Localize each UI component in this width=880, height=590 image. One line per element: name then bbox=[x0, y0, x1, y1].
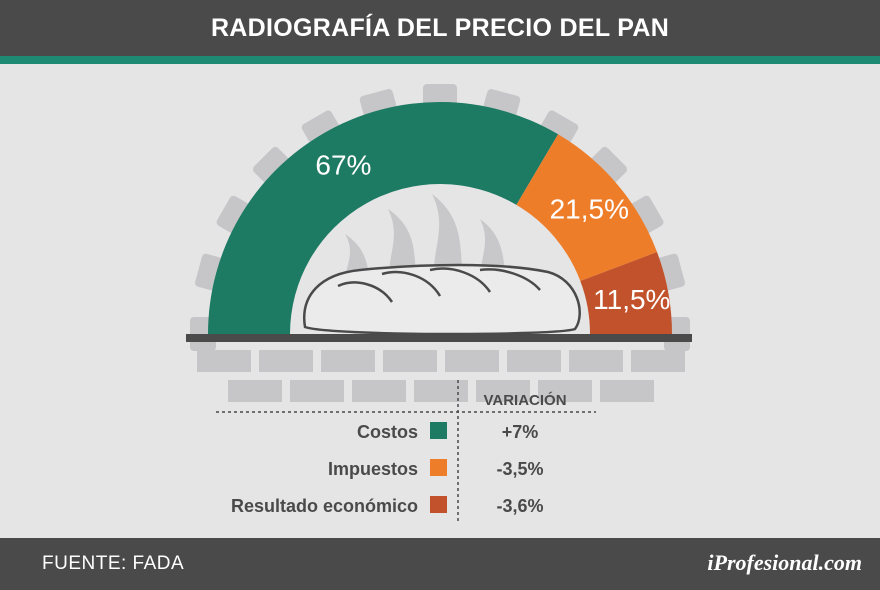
oven-brick bbox=[352, 380, 406, 402]
oven-brick bbox=[252, 146, 292, 186]
pie-slice-0 bbox=[208, 102, 559, 335]
header-accent-stripe bbox=[0, 56, 880, 64]
legend-variation-0: +7% bbox=[502, 422, 539, 442]
oven-brick bbox=[197, 350, 251, 372]
legend-label-0: Costos bbox=[357, 422, 418, 442]
oven-brick bbox=[631, 350, 685, 372]
header-bar: RADIOGRAFÍA DEL PRECIO DEL PAN bbox=[0, 0, 880, 56]
oven-brick bbox=[507, 350, 561, 372]
legend-swatch-2 bbox=[430, 496, 447, 513]
oven-brick bbox=[569, 350, 623, 372]
footer-bar: FUENTE: FADA iProfesional.com bbox=[0, 538, 880, 590]
legend-header: VARIACIÓN bbox=[483, 391, 566, 409]
oven-brick bbox=[383, 350, 437, 372]
oven-brick bbox=[588, 146, 628, 186]
oven-brick bbox=[414, 380, 468, 402]
slice-label-2: 11,5% bbox=[593, 284, 670, 315]
slice-labels: 67% 21,5% 11,5% bbox=[315, 150, 670, 315]
bread-price-chart: 67% 21,5% 11,5% VARIACIÓN Costos +7% Impuest… bbox=[186, 84, 692, 522]
oven-brick bbox=[538, 380, 592, 402]
legend-label-2: Resultado económico bbox=[231, 496, 418, 516]
chart-title: RADIOGRAFÍA DEL PRECIO DEL PAN bbox=[210, 13, 670, 42]
slice-label-0: 67% bbox=[315, 150, 371, 181]
oven-brick bbox=[290, 380, 344, 402]
oven-floor bbox=[186, 334, 692, 342]
legend-variation-1: -3,5% bbox=[496, 459, 543, 479]
bread-icon bbox=[303, 263, 581, 336]
oven-brick bbox=[445, 350, 499, 372]
pie-slice-1 bbox=[516, 134, 658, 281]
oven-brick bbox=[321, 350, 375, 372]
source-text: FUENTE: FADA bbox=[42, 553, 185, 574]
oven-brick bbox=[259, 350, 313, 372]
bread-score bbox=[429, 267, 492, 293]
bread-score bbox=[479, 268, 541, 291]
legend-swatch-0 bbox=[430, 422, 447, 439]
slice-label-1: 21,5% bbox=[550, 194, 629, 225]
legend-swatch-1 bbox=[430, 459, 447, 476]
legend-variation-2: -3,6% bbox=[496, 496, 543, 516]
brand-logo: iProfesional.com bbox=[707, 550, 862, 575]
pie-slice-2 bbox=[580, 251, 672, 334]
pie-slices bbox=[208, 102, 672, 335]
bread-score bbox=[337, 281, 394, 303]
oven-brick bbox=[228, 380, 282, 402]
legend-label-1: Impuestos bbox=[328, 459, 418, 479]
oven-brick bbox=[600, 380, 654, 402]
oven-brick bbox=[476, 380, 530, 402]
legend: VARIACIÓN Costos +7% Impuestos -3,5% Resulta… bbox=[216, 380, 596, 522]
bread-score bbox=[381, 270, 442, 297]
